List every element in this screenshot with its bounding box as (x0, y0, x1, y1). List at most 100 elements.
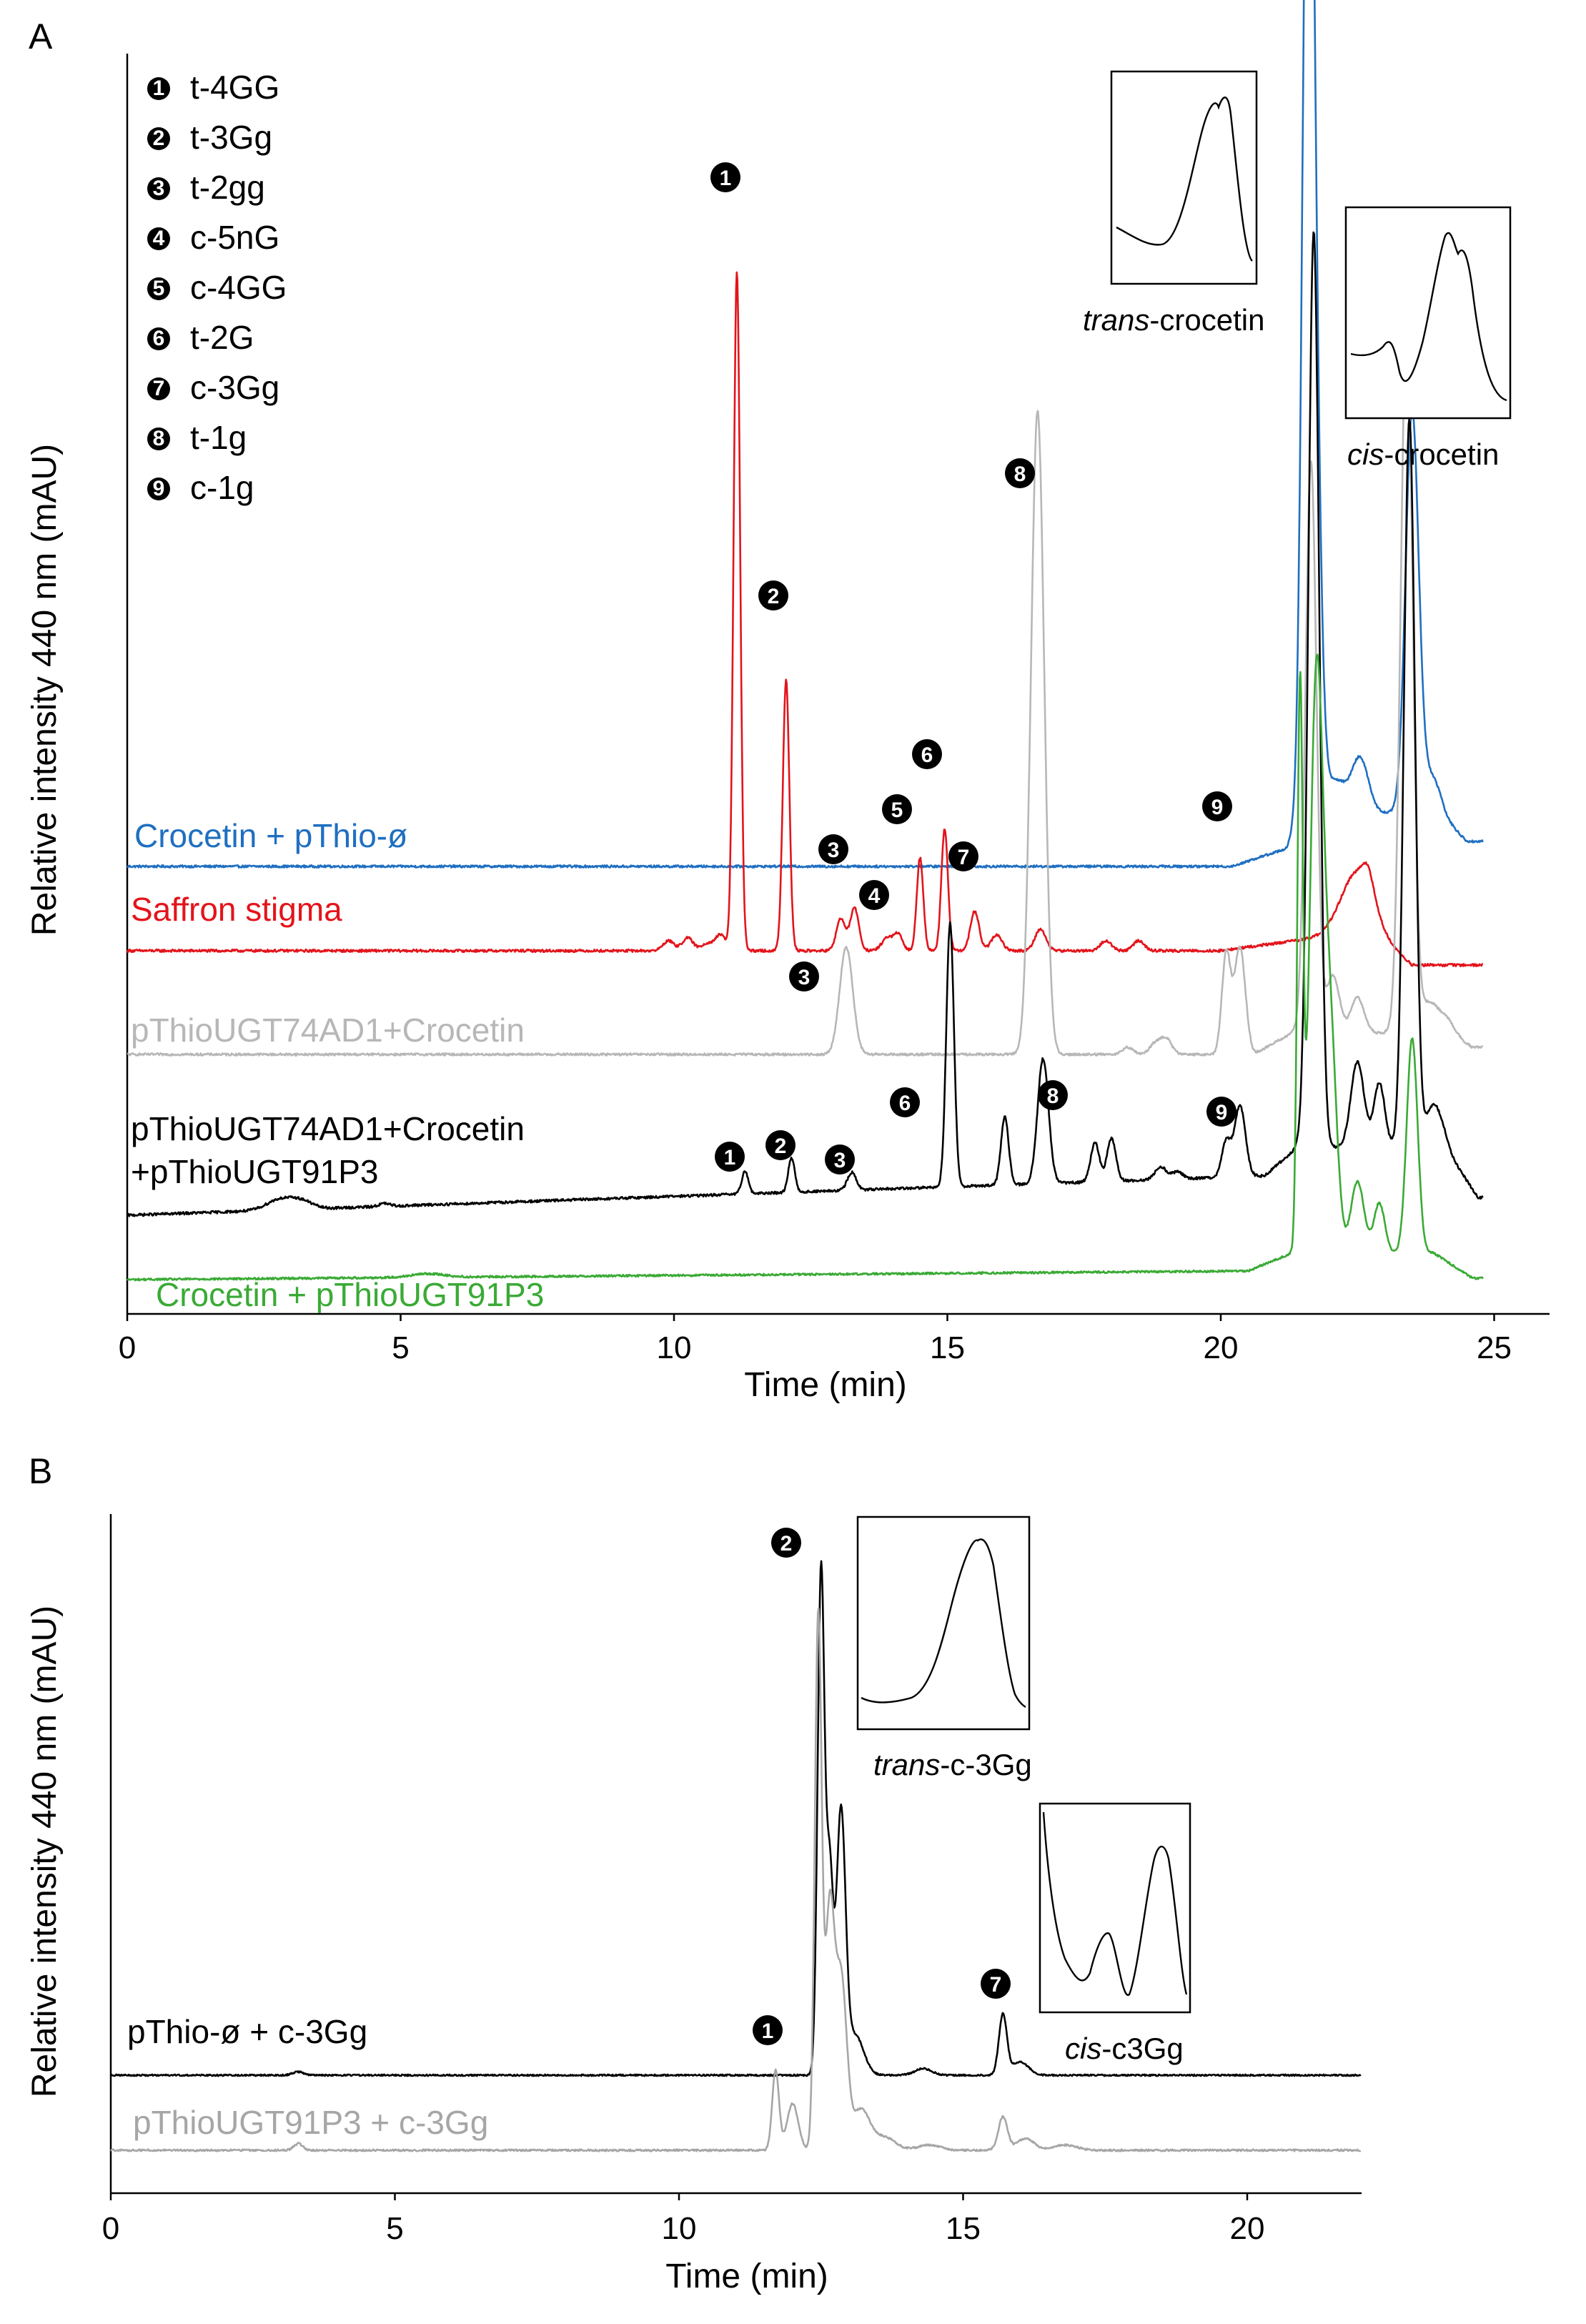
legend-item: 4 c-5nG (147, 219, 279, 256)
peak-badge-number: 1 (720, 167, 732, 190)
peak-badge-circle (981, 1969, 1011, 1999)
peak-badge-9: 9 (1206, 1097, 1236, 1127)
peak-badge-circle (753, 2015, 783, 2045)
legend-item: 6 t-2G (147, 319, 254, 356)
panel-b-peak-badges: 2 1 7 (753, 1528, 1011, 2045)
inset-label-rest: -c3Gg (1101, 2032, 1183, 2065)
peak-badge-circle (1206, 1097, 1236, 1127)
legend-label: t-4GG (190, 69, 279, 106)
peak-badge-circle (825, 1144, 855, 1175)
peak-badge-number: 3 (828, 839, 840, 862)
peak-badge-number: 5 (891, 798, 903, 822)
inset-label-rest: -crocetin (1384, 437, 1499, 471)
trace-label: pThio-ø + c-3Gg (127, 2013, 367, 2050)
peak-badge-7: 7 (981, 1969, 1011, 1999)
trace-label: pThioUGT74AD1+Crocetin (131, 1012, 525, 1049)
x-tick-label: 15 (930, 1330, 965, 1365)
legend-badge (147, 327, 170, 350)
x-tick-label: 20 (1230, 2211, 1265, 2246)
peak-badge-circle (818, 834, 848, 864)
peak-badge-3: 3 (825, 1144, 855, 1175)
peak-badge-circle (912, 739, 942, 769)
peak-badge-number: 7 (990, 1973, 1002, 1997)
legend-badge-number: 8 (153, 427, 165, 450)
inset-cis-c3gg-box (1039, 1802, 1191, 2014)
trace-crocetin-pthiougt91p3 (126, 653, 1484, 1282)
legend-label: c-1g (190, 469, 254, 506)
panel-b-x-label: Time (min) (665, 2258, 828, 2295)
peak-badge-4: 4 (859, 880, 889, 910)
inset-cis-c3gg-label: cis-c3Gg (1065, 2032, 1184, 2065)
peak-badge-circle (771, 1528, 801, 1558)
x-tick-label: 20 (1204, 1330, 1239, 1365)
inset-label-italic: trans (873, 1748, 940, 1781)
x-tick-label: 25 (1477, 1330, 1512, 1365)
trace-saffron-stigma (126, 271, 1483, 968)
x-tick-label: 5 (392, 1330, 409, 1365)
panel-a-inset-cis: cis-crocetin (1344, 206, 1512, 471)
legend-badge (147, 227, 170, 250)
inset-cis-crocetin-label: cis-crocetin (1347, 437, 1499, 471)
peak-badge-circle (1005, 458, 1035, 488)
legend-badge (147, 177, 170, 200)
peak-badge-9: 9 (1202, 791, 1232, 821)
panel-b-ticks: 0 5 10 15 20 (102, 2193, 1265, 2246)
legend-item: 1 t-4GG (147, 69, 279, 106)
trace-label: pThioUGT91P3 + c-3Gg (133, 2104, 488, 2141)
legend-item: 2 t-3Gg (147, 119, 272, 156)
legend-label: c-3Gg (190, 369, 279, 406)
legend-item: 9 c-1g (147, 469, 254, 506)
peak-badge-number: 6 (921, 743, 933, 767)
peak-badge-number: 8 (1047, 1084, 1059, 1108)
trace-pthio-c-3gg (109, 1560, 1362, 2077)
panel-a-ticks: 0 5 10 15 20 25 (119, 1314, 1512, 1365)
inset-trans-crocetin-label: trans-crocetin (1083, 303, 1264, 337)
panel-b-traces (109, 1560, 1362, 2152)
legend-badge-number: 2 (153, 127, 165, 150)
legend-label: c-5nG (190, 219, 279, 256)
inset-trans-crocetin-box (1110, 70, 1258, 285)
legend-badge (147, 377, 170, 400)
peak-badge-circle (859, 880, 889, 910)
inset-trans-c3gg-label: trans-c-3Gg (873, 1748, 1032, 1781)
legend-badge (147, 77, 170, 100)
peak-badge-circle (1038, 1080, 1068, 1110)
peak-badge-number: 9 (1211, 796, 1224, 819)
panel-a-letter: A (29, 16, 53, 56)
legend-badge (147, 277, 170, 300)
peak-badge-1: 1 (715, 1142, 745, 1172)
legend-badge-number: 3 (153, 177, 165, 200)
inset-label-rest: -crocetin (1149, 303, 1264, 337)
peak-badge-circle (948, 841, 978, 871)
panel-a-legend: 1 t-4GG 2 t-3Gg 3 t-2gg 4 c-5nG 5 c-4GG 6 t-2G 7 c-3G… (147, 69, 287, 506)
inset-label-rest: -c-3Gg (940, 1748, 1031, 1781)
inset-label-italic: cis (1065, 2032, 1101, 2065)
legend-item: 5 c-4GG (147, 269, 287, 306)
legend-badge-number: 9 (153, 477, 165, 500)
panel-a-peak-badges: 1 2 3 4 5 6 7 8 9 3 6 8 1 2 3 9 (710, 162, 1236, 1175)
panel-a-x-label: Time (min) (744, 1366, 907, 1404)
legend-badge-number: 1 (153, 76, 165, 100)
peak-badge-6: 6 (912, 739, 942, 769)
peak-badge-number: 3 (798, 966, 811, 989)
legend-label: t-2gg (190, 169, 265, 206)
x-tick-label: 5 (386, 2211, 403, 2246)
panel-a-traces (126, 0, 1484, 1282)
peak-badge-1: 1 (710, 162, 740, 192)
legend-item: 3 t-2gg (147, 169, 265, 206)
peak-badge-circle (758, 580, 788, 610)
peak-badge-8: 8 (1038, 1080, 1068, 1110)
peak-badge-number: 6 (899, 1092, 911, 1115)
peak-badge-circle (765, 1130, 796, 1160)
panel-a-trace-labels: Crocetin + pThio-ø Saffron stigma pThioUGT… (131, 817, 544, 1313)
trace-label: Saffron stigma (131, 891, 342, 928)
peak-badge-number: 1 (762, 2019, 774, 2043)
legend-label: t-3Gg (190, 119, 272, 156)
inset-cis-c3gg-trace (1042, 1811, 1188, 1996)
peak-badge-number: 3 (834, 1149, 846, 1172)
peak-badge-8: 8 (1005, 458, 1035, 488)
trace-label: pThioUGT74AD1+Crocetin +pThioUGT91P3 (131, 1110, 525, 1190)
peak-badge-5: 5 (882, 794, 912, 824)
peak-badge-2: 2 (758, 580, 788, 610)
